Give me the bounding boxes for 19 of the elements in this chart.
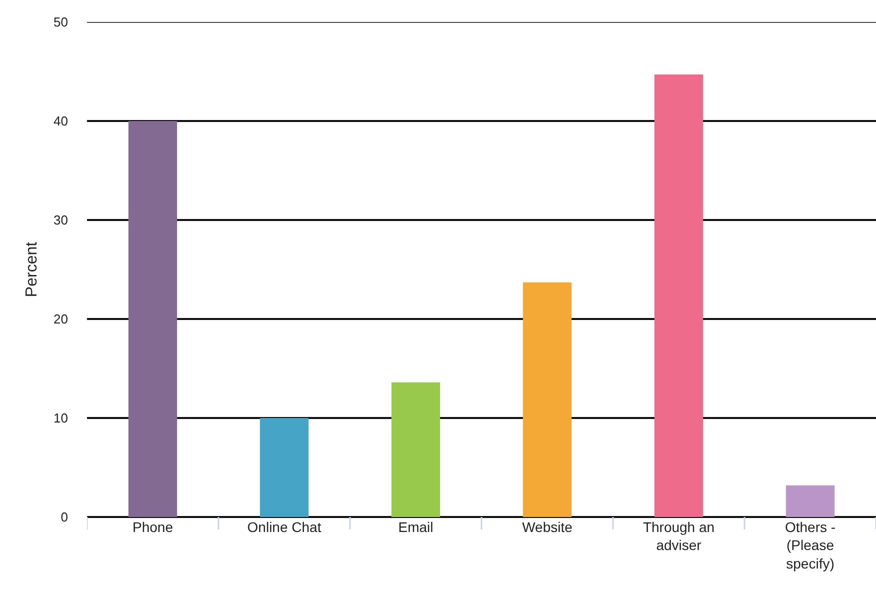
y-tick-label: 10 <box>54 410 68 426</box>
y-tick-label: 20 <box>54 312 68 327</box>
bar <box>260 418 309 517</box>
x-tick-label: Through an adviser <box>642 519 715 554</box>
x-tick-label: Website <box>522 519 573 535</box>
y-tick-label: 50 <box>54 14 68 30</box>
y-tick-label: 40 <box>54 114 68 129</box>
bar <box>128 121 178 517</box>
bar <box>522 282 572 517</box>
x-tick-label: Online Chat <box>247 519 322 535</box>
y-axis-title: Percent <box>23 241 40 298</box>
bar <box>786 485 835 517</box>
bar <box>391 382 440 517</box>
y-tick-label: 0 <box>60 510 68 525</box>
x-tick-label: Email <box>398 519 434 535</box>
bar <box>654 74 704 517</box>
y-tick-label: 30 <box>54 212 68 228</box>
x-tick-label: Others - (Please specify) <box>784 519 836 572</box>
x-tick-label: Phone <box>132 519 174 535</box>
